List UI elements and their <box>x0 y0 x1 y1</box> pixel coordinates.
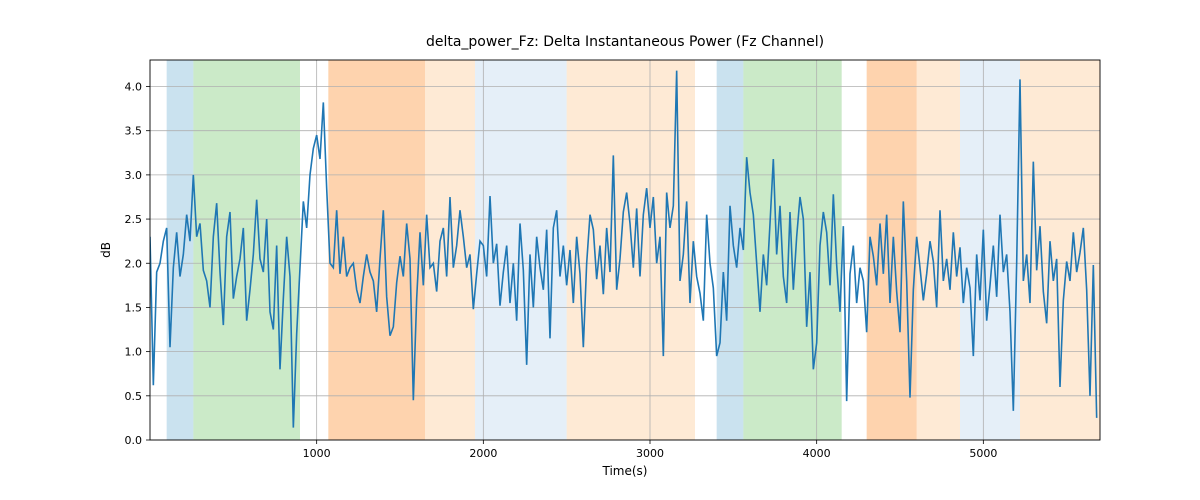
delta-power-chart: 1000 2000 3000 4000 5000 0.0 0.5 1.0 1.5 2.0 2.5 3.… <box>0 0 1200 500</box>
xtick-label: 4000 <box>803 447 831 460</box>
xtick-label: 3000 <box>636 447 664 460</box>
ytick-label: 3.5 <box>125 125 143 138</box>
x-axis-label: Time(s) <box>602 464 648 478</box>
y-axis-label: dB <box>99 242 113 258</box>
shaded-region <box>743 60 841 440</box>
xtick-label: 2000 <box>469 447 497 460</box>
ytick-label: 2.0 <box>125 257 143 270</box>
shaded-region <box>717 60 744 440</box>
ytick-label: 4.0 <box>125 81 143 94</box>
shaded-region <box>425 60 475 440</box>
ytick-label: 3.0 <box>125 169 143 182</box>
chart-title: delta_power_Fz: Delta Instantaneous Powe… <box>426 34 824 50</box>
xtick-label: 1000 <box>303 447 331 460</box>
shaded-region <box>193 60 300 440</box>
ytick-label: 0.5 <box>125 390 143 403</box>
xtick-label: 5000 <box>969 447 997 460</box>
ytick-label: 1.0 <box>125 346 143 359</box>
ytick-label: 1.5 <box>125 301 143 314</box>
ytick-label: 2.5 <box>125 213 143 226</box>
ytick-label: 0.0 <box>125 434 143 447</box>
shaded-region <box>960 60 1020 440</box>
shaded-region <box>167 60 194 440</box>
